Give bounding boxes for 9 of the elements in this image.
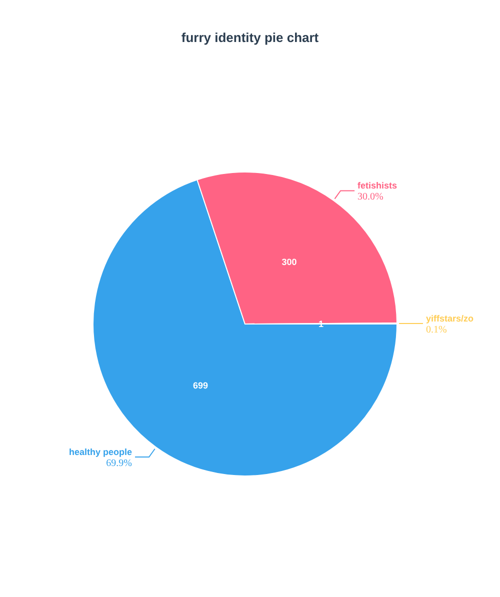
chart-title: furry identity pie chart: [181, 30, 320, 45]
data-label: 300: [282, 257, 297, 268]
slice-label: healthy people: [69, 446, 132, 457]
data-label: 699: [193, 380, 208, 391]
text: 30.0%: [358, 192, 384, 203]
slice-label: fetishists: [358, 180, 398, 191]
text: 69.9%: [106, 458, 132, 469]
text: 0.1%: [426, 324, 447, 336]
slice-label: yiffstars/zo: [426, 313, 474, 324]
